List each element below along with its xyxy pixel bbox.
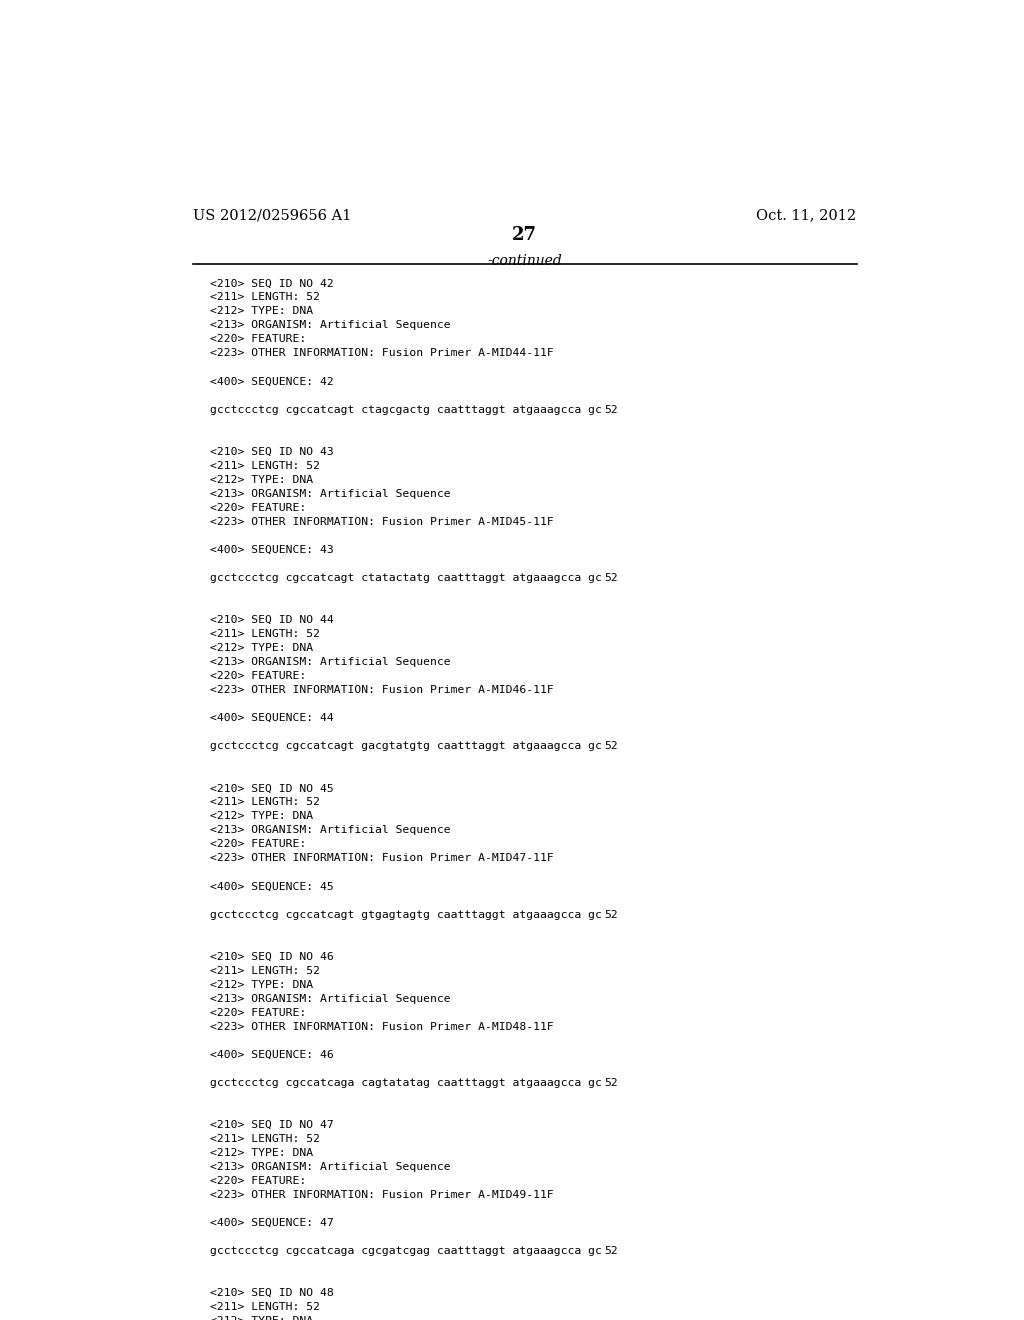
Text: <210> SEQ ID NO 48: <210> SEQ ID NO 48 bbox=[210, 1288, 334, 1299]
Text: <211> LENGTH: 52: <211> LENGTH: 52 bbox=[210, 1134, 319, 1144]
Text: <212> TYPE: DNA: <212> TYPE: DNA bbox=[210, 979, 313, 990]
Text: 52: 52 bbox=[604, 573, 617, 583]
Text: <212> TYPE: DNA: <212> TYPE: DNA bbox=[210, 1316, 313, 1320]
Text: <220> FEATURE:: <220> FEATURE: bbox=[210, 840, 306, 849]
Text: <400> SEQUENCE: 45: <400> SEQUENCE: 45 bbox=[210, 882, 334, 891]
Text: <223> OTHER INFORMATION: Fusion Primer A-MID44-11F: <223> OTHER INFORMATION: Fusion Primer A… bbox=[210, 348, 554, 359]
Text: <220> FEATURE:: <220> FEATURE: bbox=[210, 503, 306, 512]
Text: <213> ORGANISM: Artificial Sequence: <213> ORGANISM: Artificial Sequence bbox=[210, 1162, 451, 1172]
Text: <213> ORGANISM: Artificial Sequence: <213> ORGANISM: Artificial Sequence bbox=[210, 488, 451, 499]
Text: <210> SEQ ID NO 42: <210> SEQ ID NO 42 bbox=[210, 279, 334, 288]
Text: -continued: -continued bbox=[487, 253, 562, 268]
Text: <400> SEQUENCE: 46: <400> SEQUENCE: 46 bbox=[210, 1049, 334, 1060]
Text: gcctccctcg cgccatcagt ctagcgactg caatttaggt atgaaagcca gc: gcctccctcg cgccatcagt ctagcgactg caattta… bbox=[210, 404, 602, 414]
Text: <213> ORGANISM: Artificial Sequence: <213> ORGANISM: Artificial Sequence bbox=[210, 657, 451, 667]
Text: <220> FEATURE:: <220> FEATURE: bbox=[210, 334, 306, 345]
Text: US 2012/0259656 A1: US 2012/0259656 A1 bbox=[194, 209, 351, 222]
Text: <211> LENGTH: 52: <211> LENGTH: 52 bbox=[210, 630, 319, 639]
Text: <212> TYPE: DNA: <212> TYPE: DNA bbox=[210, 475, 313, 484]
Text: gcctccctcg cgccatcagt ctatactatg caatttaggt atgaaagcca gc: gcctccctcg cgccatcagt ctatactatg caattta… bbox=[210, 573, 602, 583]
Text: <211> LENGTH: 52: <211> LENGTH: 52 bbox=[210, 966, 319, 975]
Text: gcctccctcg cgccatcaga cagtatatag caatttaggt atgaaagcca gc: gcctccctcg cgccatcaga cagtatatag caattta… bbox=[210, 1078, 602, 1088]
Text: <220> FEATURE:: <220> FEATURE: bbox=[210, 1007, 306, 1018]
Text: gcctccctcg cgccatcaga cgcgatcgag caatttaggt atgaaagcca gc: gcctccctcg cgccatcaga cgcgatcgag caattta… bbox=[210, 1246, 602, 1257]
Text: 52: 52 bbox=[604, 1078, 617, 1088]
Text: <220> FEATURE:: <220> FEATURE: bbox=[210, 671, 306, 681]
Text: <211> LENGTH: 52: <211> LENGTH: 52 bbox=[210, 797, 319, 808]
Text: <212> TYPE: DNA: <212> TYPE: DNA bbox=[210, 812, 313, 821]
Text: 52: 52 bbox=[604, 742, 617, 751]
Text: Oct. 11, 2012: Oct. 11, 2012 bbox=[757, 209, 856, 222]
Text: <400> SEQUENCE: 43: <400> SEQUENCE: 43 bbox=[210, 545, 334, 554]
Text: <220> FEATURE:: <220> FEATURE: bbox=[210, 1176, 306, 1185]
Text: <213> ORGANISM: Artificial Sequence: <213> ORGANISM: Artificial Sequence bbox=[210, 321, 451, 330]
Text: <210> SEQ ID NO 45: <210> SEQ ID NO 45 bbox=[210, 783, 334, 793]
Text: <210> SEQ ID NO 46: <210> SEQ ID NO 46 bbox=[210, 952, 334, 961]
Text: 52: 52 bbox=[604, 909, 617, 920]
Text: <212> TYPE: DNA: <212> TYPE: DNA bbox=[210, 643, 313, 653]
Text: <223> OTHER INFORMATION: Fusion Primer A-MID45-11F: <223> OTHER INFORMATION: Fusion Primer A… bbox=[210, 517, 554, 527]
Text: <400> SEQUENCE: 47: <400> SEQUENCE: 47 bbox=[210, 1218, 334, 1228]
Text: <400> SEQUENCE: 44: <400> SEQUENCE: 44 bbox=[210, 713, 334, 723]
Text: <213> ORGANISM: Artificial Sequence: <213> ORGANISM: Artificial Sequence bbox=[210, 994, 451, 1003]
Text: <212> TYPE: DNA: <212> TYPE: DNA bbox=[210, 306, 313, 317]
Text: <223> OTHER INFORMATION: Fusion Primer A-MID48-11F: <223> OTHER INFORMATION: Fusion Primer A… bbox=[210, 1022, 554, 1032]
Text: <210> SEQ ID NO 44: <210> SEQ ID NO 44 bbox=[210, 615, 334, 624]
Text: gcctccctcg cgccatcagt gtgagtagtg caatttaggt atgaaagcca gc: gcctccctcg cgccatcagt gtgagtagtg caattta… bbox=[210, 909, 602, 920]
Text: <210> SEQ ID NO 43: <210> SEQ ID NO 43 bbox=[210, 446, 334, 457]
Text: 52: 52 bbox=[604, 1246, 617, 1257]
Text: 52: 52 bbox=[604, 404, 617, 414]
Text: <223> OTHER INFORMATION: Fusion Primer A-MID49-11F: <223> OTHER INFORMATION: Fusion Primer A… bbox=[210, 1191, 554, 1200]
Text: <223> OTHER INFORMATION: Fusion Primer A-MID47-11F: <223> OTHER INFORMATION: Fusion Primer A… bbox=[210, 854, 554, 863]
Text: <223> OTHER INFORMATION: Fusion Primer A-MID46-11F: <223> OTHER INFORMATION: Fusion Primer A… bbox=[210, 685, 554, 696]
Text: <210> SEQ ID NO 47: <210> SEQ ID NO 47 bbox=[210, 1119, 334, 1130]
Text: <211> LENGTH: 52: <211> LENGTH: 52 bbox=[210, 1303, 319, 1312]
Text: <212> TYPE: DNA: <212> TYPE: DNA bbox=[210, 1148, 313, 1158]
Text: <400> SEQUENCE: 42: <400> SEQUENCE: 42 bbox=[210, 376, 334, 387]
Text: gcctccctcg cgccatcagt gacgtatgtg caatttaggt atgaaagcca gc: gcctccctcg cgccatcagt gacgtatgtg caattta… bbox=[210, 742, 602, 751]
Text: <213> ORGANISM: Artificial Sequence: <213> ORGANISM: Artificial Sequence bbox=[210, 825, 451, 836]
Text: <211> LENGTH: 52: <211> LENGTH: 52 bbox=[210, 461, 319, 471]
Text: 27: 27 bbox=[512, 227, 538, 244]
Text: <211> LENGTH: 52: <211> LENGTH: 52 bbox=[210, 292, 319, 302]
